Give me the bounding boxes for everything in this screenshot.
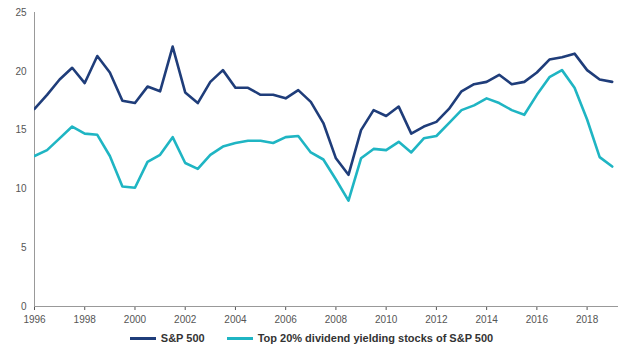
svg-text:1998: 1998 bbox=[74, 314, 97, 325]
svg-text:2008: 2008 bbox=[325, 314, 348, 325]
svg-text:20: 20 bbox=[15, 66, 27, 77]
svg-text:2002: 2002 bbox=[174, 314, 197, 325]
svg-text:2004: 2004 bbox=[224, 314, 247, 325]
svg-text:2012: 2012 bbox=[425, 314, 448, 325]
svg-text:2016: 2016 bbox=[526, 314, 549, 325]
svg-text:2006: 2006 bbox=[275, 314, 298, 325]
svg-text:2018: 2018 bbox=[576, 314, 599, 325]
svg-text:15: 15 bbox=[15, 124, 27, 135]
html-text:S&P 500: S&P 500 bbox=[160, 332, 205, 344]
svg-text:2014: 2014 bbox=[476, 314, 499, 325]
svg-text:2010: 2010 bbox=[375, 314, 398, 325]
svg-text:5: 5 bbox=[21, 242, 27, 253]
html-text:Top 20% dividend yielding stoc: Top 20% dividend yielding stocks of S&P … bbox=[257, 332, 494, 344]
svg-text:10: 10 bbox=[15, 183, 27, 194]
svg-text:1996: 1996 bbox=[23, 314, 46, 325]
svg-text:25: 25 bbox=[15, 7, 27, 18]
svg-text:0: 0 bbox=[21, 301, 27, 312]
svg-text:2000: 2000 bbox=[124, 314, 147, 325]
